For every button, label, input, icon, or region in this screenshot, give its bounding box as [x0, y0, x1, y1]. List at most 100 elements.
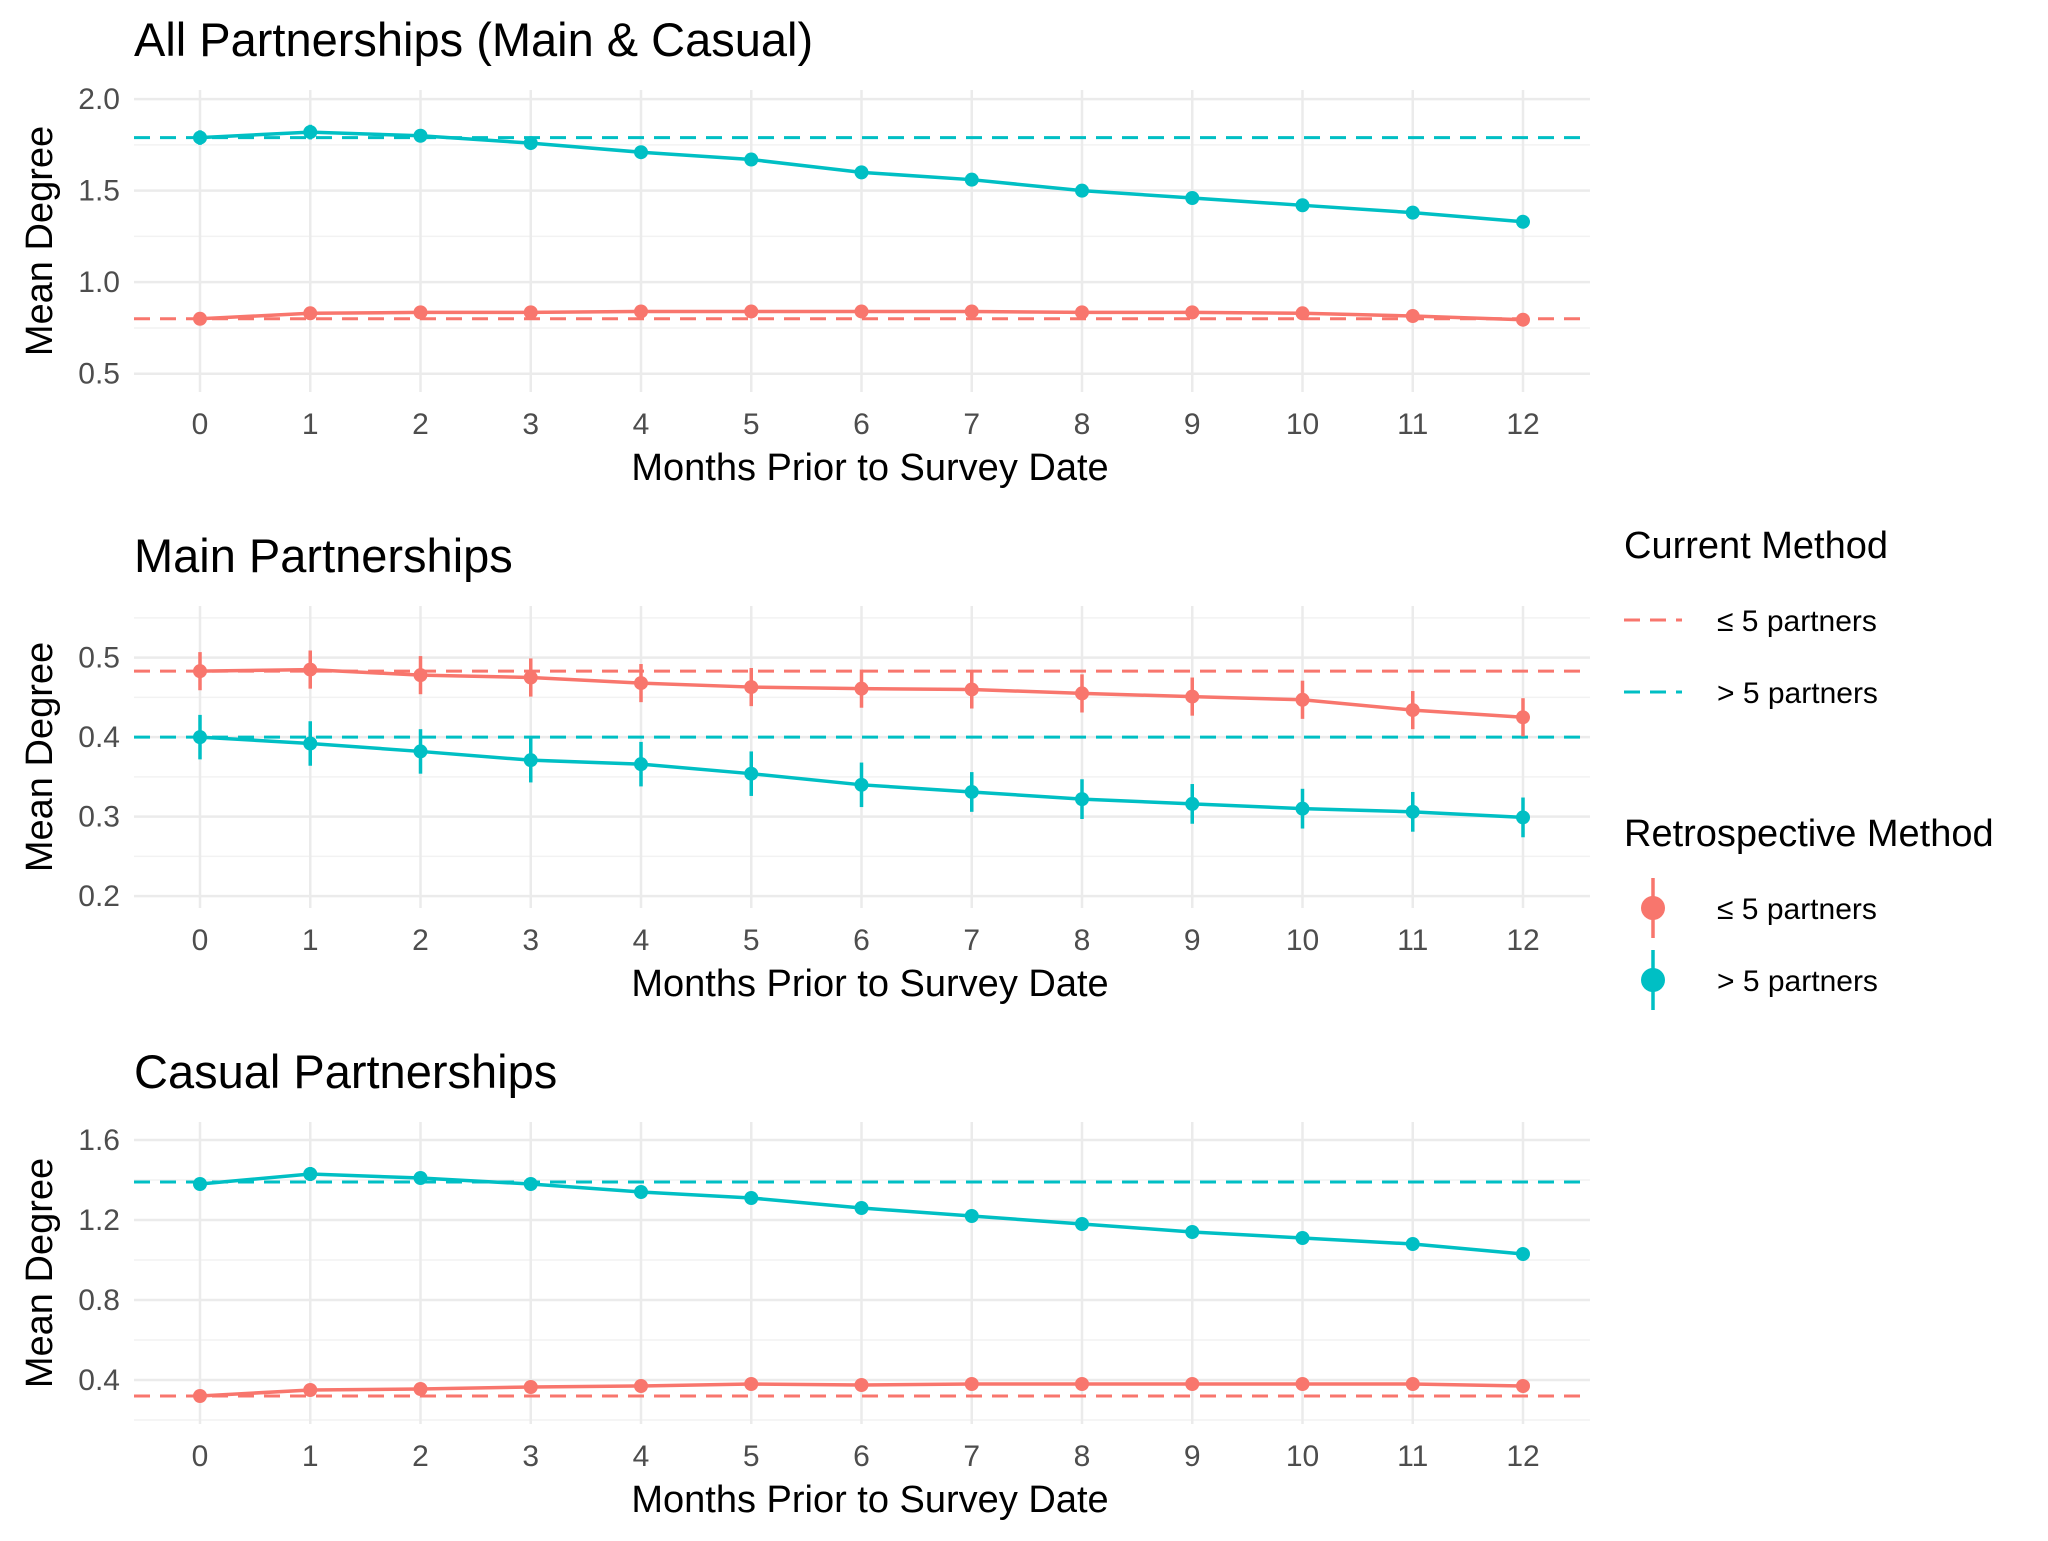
data-point	[744, 766, 759, 781]
y-tick-label: 0.2	[78, 880, 120, 913]
x-tick-label: 12	[1506, 1440, 1539, 1473]
y-tick-label: 0.8	[78, 1284, 120, 1317]
data-point	[1185, 689, 1200, 704]
x-tick-label: 10	[1286, 924, 1319, 957]
data-point	[634, 1185, 648, 1199]
x-tick-label: 8	[1074, 924, 1091, 957]
data-point	[744, 680, 759, 695]
data-point	[1516, 1379, 1530, 1393]
legend-key-retro-point-le5	[1641, 896, 1665, 920]
data-point	[413, 305, 428, 320]
data-point	[1405, 703, 1420, 718]
x-tick-label: 5	[743, 924, 760, 957]
data-point	[1516, 1247, 1530, 1261]
data-point	[413, 1382, 428, 1396]
data-point	[413, 668, 428, 683]
data-point	[634, 304, 648, 319]
x-tick-label: 7	[963, 408, 980, 441]
x-tick-label: 10	[1286, 1440, 1319, 1473]
y-axis-title: Mean Degree	[19, 1158, 61, 1388]
data-point	[1405, 1377, 1420, 1391]
x-tick-label: 11	[1397, 1440, 1428, 1473]
data-point	[523, 305, 538, 320]
data-point	[1185, 305, 1200, 320]
data-point	[854, 165, 869, 180]
data-point	[1405, 309, 1420, 324]
data-point	[744, 1191, 759, 1205]
x-axis-title: Months Prior to Survey Date	[631, 1479, 1108, 1521]
x-tick-label: 12	[1506, 408, 1539, 441]
data-point	[634, 1379, 648, 1393]
data-point	[1185, 1225, 1200, 1239]
legend-title-current: Current Method	[1624, 525, 1888, 567]
panel-title: All Partnerships (Main & Casual)	[134, 13, 813, 66]
x-tick-label: 8	[1074, 408, 1091, 441]
x-tick-label: 2	[412, 924, 429, 957]
data-point	[1075, 1377, 1089, 1391]
x-tick-label: 12	[1506, 924, 1539, 957]
data-point	[413, 128, 428, 143]
data-point	[1075, 305, 1089, 320]
data-point	[1405, 205, 1420, 220]
data-point	[964, 784, 979, 799]
data-point	[523, 670, 538, 685]
data-point	[303, 1167, 318, 1181]
data-point	[854, 304, 869, 319]
data-point	[193, 130, 207, 145]
panel-1: All Partnerships (Main & Casual) 0.5 1.0 1.…	[19, 13, 1590, 489]
x-tick-label: 5	[743, 1440, 760, 1473]
x-tick-label: 4	[633, 408, 650, 441]
y-tick-label: 1.2	[78, 1204, 120, 1237]
y-tick-label: 1.5	[78, 175, 120, 208]
data-point	[1075, 183, 1089, 198]
data-point	[634, 757, 648, 772]
legend: Current Method ≤ 5 partners > 5 partners Re…	[1624, 525, 1994, 1010]
data-point	[854, 681, 869, 696]
x-tick-label: 10	[1286, 408, 1319, 441]
x-tick-label: 2	[412, 408, 429, 441]
data-point	[303, 736, 318, 751]
data-point	[964, 682, 979, 697]
x-axis-title: Months Prior to Survey Date	[631, 447, 1108, 489]
legend-label-retro-le5: ≤ 5 partners	[1717, 893, 1877, 926]
y-tick-label: 2.0	[78, 83, 120, 116]
data-point	[1516, 810, 1530, 825]
x-tick-label: 3	[522, 924, 539, 957]
x-tick-label: 0	[192, 924, 209, 957]
data-point	[193, 311, 207, 326]
y-tick-label: 1.6	[78, 1124, 120, 1157]
x-axis-title: Months Prior to Survey Date	[631, 963, 1108, 1005]
data-point	[964, 304, 979, 319]
x-tick-label: 9	[1184, 408, 1201, 441]
x-tick-label: 9	[1184, 1440, 1201, 1473]
y-tick-label: 0.5	[78, 642, 120, 675]
data-point	[303, 662, 318, 677]
data-point	[1075, 792, 1089, 807]
legend-label-current-gt5: > 5 partners	[1717, 677, 1878, 710]
data-point	[854, 1201, 869, 1215]
data-point	[303, 306, 318, 321]
data-point	[1405, 1237, 1420, 1251]
data-point	[193, 664, 207, 679]
x-tick-label: 7	[963, 1440, 980, 1473]
legend-label-current-le5: ≤ 5 partners	[1717, 605, 1877, 638]
data-point	[744, 1377, 759, 1391]
data-point	[1295, 692, 1310, 707]
x-tick-label: 1	[302, 924, 319, 957]
data-point	[1516, 214, 1530, 229]
data-point	[413, 1171, 428, 1185]
x-tick-label: 0	[192, 1440, 209, 1473]
data-point	[523, 1177, 538, 1191]
legend-title-retrospective: Retrospective Method	[1624, 813, 1994, 855]
x-tick-label: 3	[522, 1440, 539, 1473]
y-axis-title: Mean Degree	[19, 126, 61, 356]
panel-title: Main Partnerships	[134, 529, 513, 582]
data-point	[744, 304, 759, 319]
data-point	[303, 125, 318, 140]
x-tick-label: 6	[853, 408, 870, 441]
legend-key-retro-point-gt5	[1641, 968, 1665, 992]
x-tick-label: 6	[853, 1440, 870, 1473]
data-point	[1075, 1217, 1089, 1231]
